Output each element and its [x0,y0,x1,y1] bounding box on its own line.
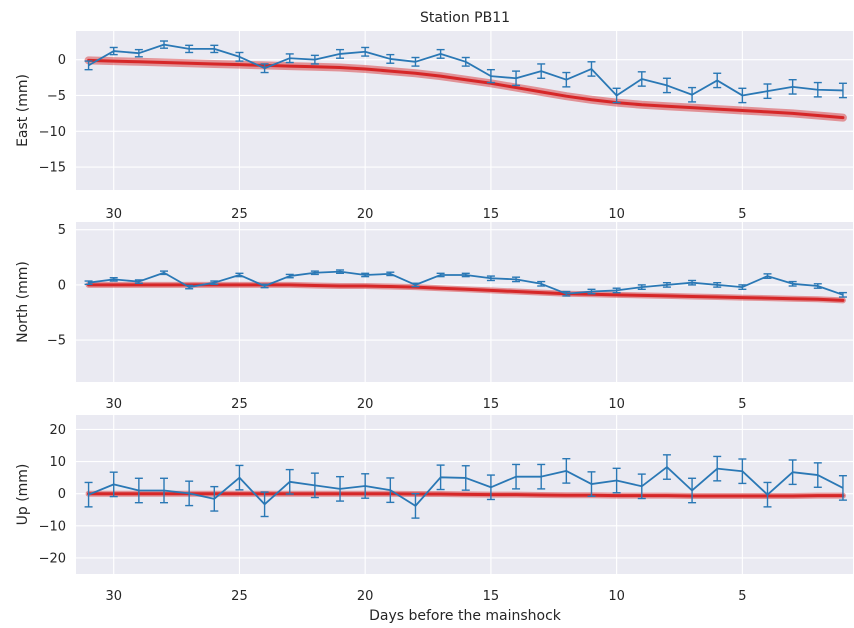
up-panel: 30 25 20 15 10 5 20 10 0 −10 −20 Up (mm) [15,415,853,604]
up-x-tick-label: 10 [608,589,625,604]
north-x-tick-label: 25 [231,397,248,412]
up-x-tick-label: 25 [231,589,248,604]
north-x-tick-label: 20 [357,397,374,412]
east-y-tick-label: −5 [47,89,66,104]
east-model-line [87,58,845,120]
up-observed-line [88,466,844,507]
east-y-axis-label: East (mm) [15,74,31,147]
up-x-tick-label: 15 [483,589,500,604]
east-panel: 30 25 20 15 10 5 0 −5 −10 −15 East (mm) [15,31,853,222]
east-y-tick-label: −15 [39,161,66,176]
north-y-tick-label: 0 [58,278,66,293]
north-panel: 30 25 20 15 10 5 5 0 −5 North (mm) [15,222,853,412]
panels: 30 25 20 15 10 5 0 −5 −10 −15 East (mm) 30 25 20 15 10 5… [15,31,853,604]
up-y-axis-label: Up (mm) [15,464,31,526]
up-x-tick-label: 20 [357,589,374,604]
north-x-tick-label: 10 [608,397,625,412]
up-y-tick-label: 10 [49,455,66,470]
east-observed-line [88,43,843,97]
east-x-tick-label: 30 [105,207,122,222]
north-y-axis-label: North (mm) [15,261,31,343]
up-y-tick-label: 20 [49,423,66,438]
east-x-tick-label: 10 [608,207,625,222]
north-y-tick-label: 5 [58,223,66,238]
up-y-tick-label: 0 [58,487,66,502]
north-plot-area [76,222,853,382]
east-y-tick-label: −10 [39,125,66,140]
east-x-tick-label: 25 [231,207,248,222]
north-observed-line [88,270,844,296]
up-y-tick-label: −10 [39,519,66,534]
up-x-tick-label: 5 [738,589,746,604]
x-axis-label: Days before the mainshock [369,608,562,624]
east-x-tick-label: 15 [483,207,500,222]
north-x-tick-label: 15 [483,397,500,412]
north-x-tick-label: 30 [105,397,122,412]
north-y-tick-label: −5 [47,334,66,349]
up-y-tick-label: −20 [39,551,66,566]
chart-title: Station PB11 [420,10,510,26]
east-x-tick-label: 20 [357,207,374,222]
up-x-tick-label: 30 [105,589,122,604]
east-x-tick-label: 5 [738,207,746,222]
north-x-tick-label: 5 [738,397,746,412]
east-y-tick-label: 0 [58,53,66,68]
